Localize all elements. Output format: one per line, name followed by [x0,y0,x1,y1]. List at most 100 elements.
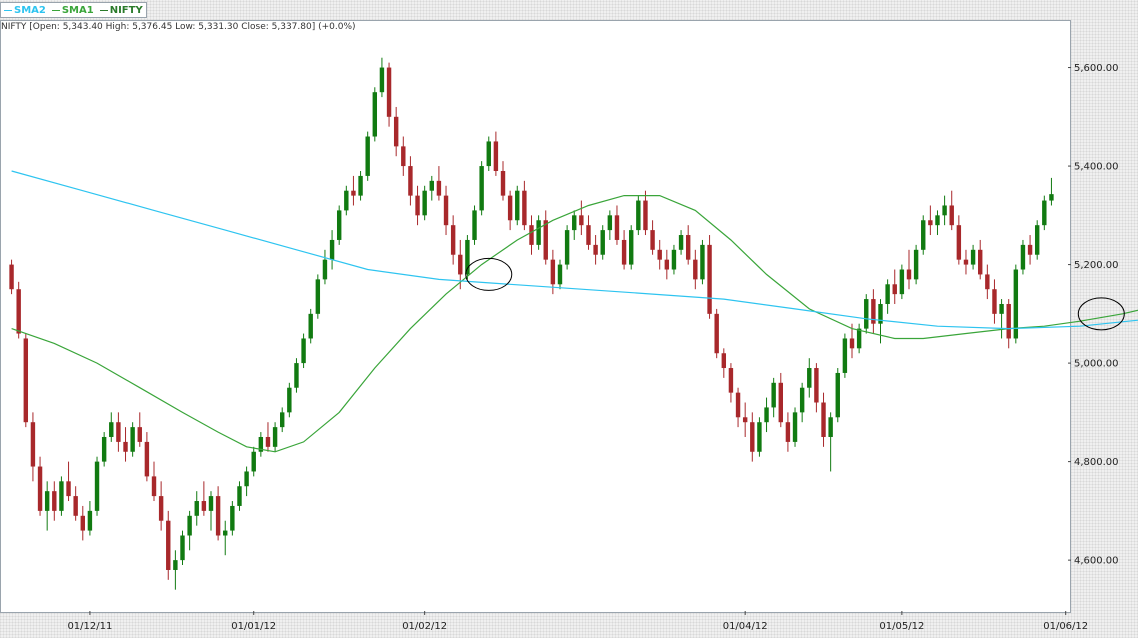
candle-body [101,436,107,462]
candle-body [814,368,819,403]
candle-body [629,230,634,265]
candle-body [1049,194,1054,201]
candle-body [892,284,897,295]
candle-body [821,402,826,437]
candle-body [657,249,662,260]
candle-body [785,422,791,442]
candle-body [336,210,342,240]
candle-body [123,441,128,452]
x-axis-label: 01/02/12 [402,621,447,632]
candle-body [223,530,228,536]
candle-body [66,481,71,497]
candle-body [436,180,442,196]
candle-body [322,259,328,280]
candle-body [458,254,463,275]
candle-body [401,146,406,167]
legend-label-sma1: SMA1 [61,4,94,16]
candle-body [735,392,741,418]
candle-body [187,515,192,536]
candle-body [237,486,242,506]
candle-body [871,299,876,324]
candle-body [294,363,299,388]
candle-body [700,244,705,280]
legend-item-sma1[interactable]: SMA1 [51,4,94,16]
y-axis-label: 5,400.00 [1074,162,1119,173]
candle-body [151,476,157,497]
candle-body [778,382,783,423]
x-axis-label: 01/05/12 [879,621,924,632]
candle-body [450,225,456,255]
candle-body [992,289,997,314]
candle-body [899,269,905,295]
candle-body [280,412,285,428]
candle-body [23,338,29,423]
candle-body [835,372,840,418]
candle-body [230,505,235,531]
candle-body [479,166,484,211]
candle-body [864,299,869,329]
candle-body [678,235,684,250]
candle-body [158,496,164,521]
candle-body [607,215,613,231]
candle-body [486,141,491,167]
candle-body [16,289,21,334]
candle-body [180,535,185,561]
candle-body [59,481,64,511]
legend-item-nifty[interactable]: NIFTY [99,5,143,16]
candle-body [557,264,563,285]
candle-body [507,195,513,221]
candle-body [771,382,776,408]
candle-body [137,427,142,442]
y-axis-label: 5,200.00 [1074,260,1119,271]
candle-body [750,422,755,452]
candle-body [885,284,890,304]
legend-item-sma2[interactable]: SMA2 [4,5,46,16]
candle-body [978,249,983,275]
plot-area[interactable] [0,20,1071,613]
annotation-ellipse-1 [465,257,513,291]
candle-body [671,249,677,270]
candle-body [721,353,727,369]
candle-body [30,422,36,467]
candle-body [600,230,605,255]
candle-body [258,436,264,452]
candle-body [714,313,719,354]
candle-body [94,461,100,511]
candle-body [543,220,548,260]
candle-body [287,387,292,413]
candle-body [130,427,135,452]
candle-body [792,412,798,442]
candle-body [372,92,378,137]
candle-body [942,205,947,216]
candle-body [1042,200,1047,226]
candle-body [166,520,171,570]
candle-body [593,244,598,255]
candle-body [878,303,883,324]
x-axis-label: 01/12/11 [67,621,112,632]
sma2-line [11,170,1138,330]
candle-body [201,501,207,511]
candle-body [949,205,954,226]
candle-body [572,215,577,231]
candle-body [379,67,385,93]
candle-body [358,175,363,196]
candle-body [1006,303,1011,339]
candle-body [144,441,150,477]
candle-body [707,244,712,314]
candle-body [415,195,420,216]
candle-body [928,220,933,226]
candle-body [636,200,641,231]
candle-body [37,466,43,511]
legend: SMA2 SMA1 NIFTY [0,2,147,18]
candle-body [87,510,93,531]
candle-body [422,190,427,216]
candle-body [1013,269,1019,339]
candle-body [742,417,748,423]
candle-body [757,422,762,452]
candle-body [515,190,520,221]
candle-body [529,225,534,245]
candle-body [664,259,670,270]
candle-body [856,328,862,349]
candle-body [251,451,256,472]
